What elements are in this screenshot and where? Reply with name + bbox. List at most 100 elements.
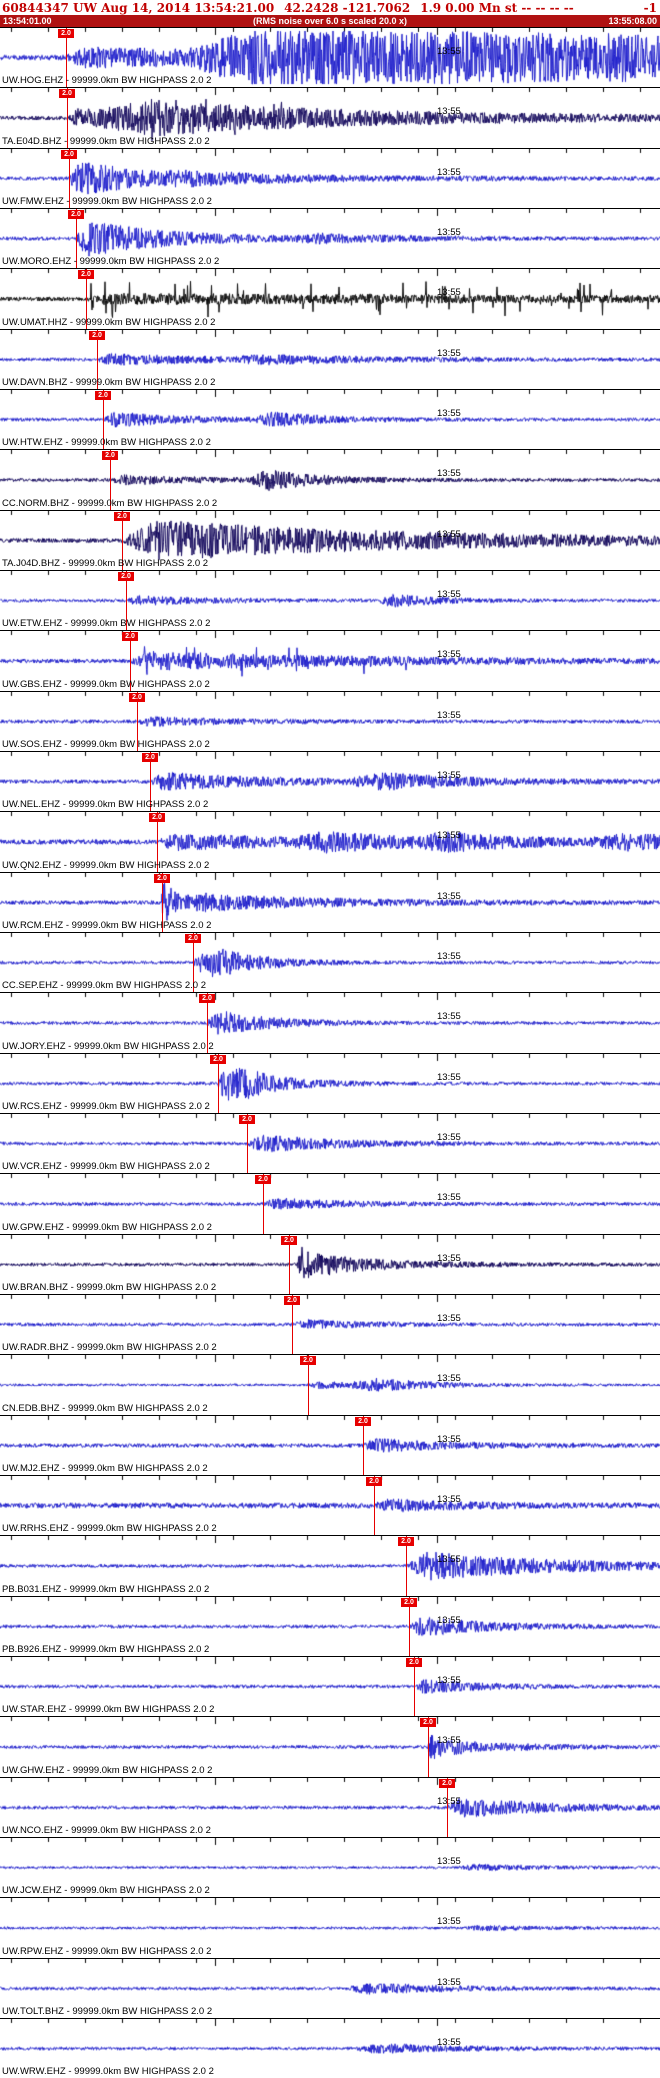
pick-flag[interactable]: 2.0 [102,451,118,461]
pick-flag[interactable]: 2.0 [68,209,84,219]
pick-marker[interactable]: 2.0 [61,148,77,208]
pick-flag[interactable]: 2.0 [58,29,74,38]
pick-marker[interactable]: 2.0 [129,691,145,751]
waveform-canvas[interactable] [0,1837,660,1898]
waveform-canvas[interactable] [0,751,660,812]
pick-marker[interactable]: 2.0 [439,1777,455,1837]
pick-flag[interactable]: 2.0 [149,813,165,823]
waveform-canvas[interactable] [0,1958,660,2018]
trace-row: 2.0 UW.QN2.EHZ - 99999.0km BW HIGHPASS 2… [0,811,660,872]
waveform-canvas[interactable] [0,510,660,570]
pick-flag[interactable]: 2.0 [281,1235,297,1245]
pick-flag[interactable]: 2.0 [142,752,158,762]
minute-label: 13:55 [437,950,461,962]
pick-marker[interactable]: 2.0 [58,28,74,88]
waveform-canvas[interactable] [0,1355,660,1415]
waveform-canvas[interactable] [0,872,660,932]
pick-marker[interactable]: 2.0 [401,1596,417,1656]
waveform-canvas[interactable] [0,1113,660,1174]
pick-marker[interactable]: 2.0 [366,1475,382,1536]
waveform-canvas[interactable] [0,1053,660,1113]
pick-marker[interactable]: 2.0 [114,510,130,570]
waveform-canvas[interactable] [0,812,660,872]
waveform-canvas[interactable] [0,1717,660,1777]
pick-flag[interactable]: 2.0 [118,571,134,581]
waveform-canvas[interactable] [0,1777,660,1837]
pick-marker[interactable]: 2.0 [122,631,138,691]
pick-marker[interactable]: 2.0 [185,932,201,993]
waveform-canvas[interactable] [0,993,660,1053]
pick-flag[interactable]: 2.0 [355,1416,371,1426]
pick-marker[interactable]: 2.0 [420,1717,436,1777]
pick-flag[interactable]: 2.0 [398,1537,414,1547]
waveform-canvas[interactable] [0,1898,660,1958]
pick-marker[interactable]: 2.0 [102,450,118,510]
pick-marker[interactable]: 2.0 [239,1113,255,1174]
pick-marker[interactable]: 2.0 [281,1234,297,1294]
pick-flag[interactable]: 2.0 [300,1356,316,1366]
pick-flag[interactable]: 2.0 [439,1778,455,1788]
waveform-canvas[interactable] [0,88,660,148]
waveform-canvas[interactable] [0,1475,660,1536]
pick-flag[interactable]: 2.0 [239,1114,255,1124]
pick-marker[interactable]: 2.0 [95,389,111,450]
pick-marker[interactable]: 2.0 [118,570,134,631]
waveform-canvas[interactable] [0,269,660,329]
pick-marker[interactable]: 2.0 [284,1294,300,1355]
pick-marker[interactable]: 2.0 [154,872,170,932]
pick-flag[interactable]: 2.0 [255,1175,271,1185]
pick-marker[interactable]: 2.0 [199,993,215,1053]
waveform-canvas[interactable] [0,570,660,631]
waveform-canvas[interactable] [0,1294,660,1355]
waveform-canvas[interactable] [0,1234,660,1294]
pick-marker[interactable]: 2.0 [89,329,105,389]
pick-marker[interactable]: 2.0 [300,1355,316,1415]
pick-flag[interactable]: 2.0 [59,89,75,99]
pick-flag[interactable]: 2.0 [114,511,130,521]
waveform-canvas[interactable] [0,932,660,993]
pick-flag[interactable]: 2.0 [284,1295,300,1305]
waveform-canvas[interactable] [0,148,660,208]
minute-label: 13:55 [437,1493,461,1505]
pick-marker[interactable]: 2.0 [59,88,75,148]
pick-flag[interactable]: 2.0 [401,1597,417,1607]
pick-flag[interactable]: 2.0 [129,692,145,702]
pick-marker[interactable]: 2.0 [255,1174,271,1234]
pick-flag[interactable]: 2.0 [199,994,215,1004]
pick-flag[interactable]: 2.0 [78,270,94,280]
waveform-canvas[interactable] [0,691,660,751]
pick-flag[interactable]: 2.0 [366,1476,382,1486]
waveform-canvas[interactable] [0,1596,660,1656]
trace-row: 2.0 UW.ETW.EHZ - 99999.0km BW HIGHPASS 2… [0,569,660,631]
pick-marker[interactable]: 2.0 [355,1415,371,1475]
pick-marker[interactable]: 2.0 [142,751,158,812]
waveform-canvas[interactable] [0,2018,660,2078]
pick-marker[interactable]: 2.0 [149,812,165,872]
pick-marker[interactable]: 2.0 [78,269,94,329]
pick-flag[interactable]: 2.0 [61,149,77,159]
pick-flag[interactable]: 2.0 [89,330,105,340]
waveform-canvas[interactable] [0,28,660,88]
pick-flag[interactable]: 2.0 [210,1054,226,1064]
pick-flag[interactable]: 2.0 [406,1657,422,1667]
waveform-canvas[interactable] [0,1656,660,1717]
pick-flag[interactable]: 2.0 [122,632,138,642]
pick-flag[interactable]: 2.0 [154,873,170,883]
pick-flag[interactable]: 2.0 [185,933,201,943]
waveform-canvas[interactable] [0,631,660,691]
pick-marker[interactable]: 2.0 [398,1536,414,1596]
pick-marker[interactable]: 2.0 [68,208,84,269]
waveform-canvas[interactable] [0,208,660,269]
waveform-canvas[interactable] [0,329,660,389]
waveform-canvas[interactable] [0,1536,660,1596]
waveform-canvas[interactable] [0,1174,660,1234]
pick-marker[interactable]: 2.0 [406,1656,422,1717]
pick-flag[interactable]: 2.0 [95,390,111,400]
waveform-canvas[interactable] [0,1415,660,1475]
trace-row: 2.0 UW.JORY.EHZ - 99999.0km BW HIGHPASS … [0,992,660,1053]
pick-marker[interactable]: 2.0 [210,1053,226,1113]
pick-flag[interactable]: 2.0 [420,1718,436,1728]
station-label: UW.GHW.EHZ - 99999.0km BW HIGHPASS 2.0 2 [2,1764,213,1776]
pick-flag-label: 2.0 [404,1598,414,1606]
station-label: UW.DAVN.BHZ - 99999.0km BW HIGHPASS 2.0 … [2,376,216,388]
